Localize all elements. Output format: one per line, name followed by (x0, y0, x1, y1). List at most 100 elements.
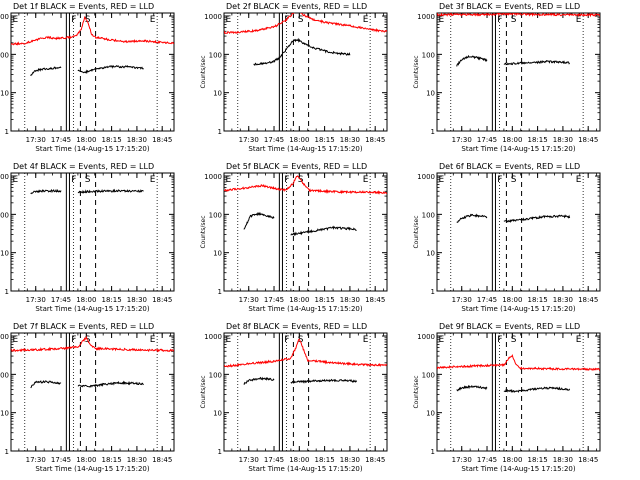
y-tick-label: 10 (426, 250, 435, 258)
y-axis-label: Counts/sec (413, 215, 420, 248)
lld-series-line (437, 13, 600, 18)
x-tick-label: 18:45 (152, 136, 172, 144)
y-tick-label: 10 (0, 90, 9, 98)
x-tick-label: 18:30 (127, 456, 147, 464)
x-tick-label: 18:45 (365, 296, 385, 304)
y-tick-label: 10 (213, 410, 222, 418)
x-tick-label: 17:45 (51, 456, 71, 464)
detector-panel: Det 5f BLACK = Events, RED = LLD 1 10 100 10… (200, 162, 388, 313)
y-tick-label: 1000 (417, 333, 435, 341)
events-series-line (30, 66, 62, 77)
x-tick-label: 18:15 (315, 456, 335, 464)
x-tick-label: 18:00 (289, 136, 309, 144)
x-tick-label: 18:00 (502, 136, 522, 144)
lld-series-line (437, 354, 600, 372)
region-label: E (363, 15, 369, 25)
region-label: S (85, 175, 91, 185)
detector-panel: Det 9f BLACK = Events, RED = LLD 1 10 100 10… (413, 322, 601, 473)
y-tick-label: 100 (209, 51, 222, 59)
x-tick-label: 17:30 (239, 136, 259, 144)
region-label: F (497, 15, 502, 25)
region-label: E (576, 335, 582, 345)
x-tick-label: 17:30 (26, 296, 46, 304)
x-tick-label: 18:45 (365, 136, 385, 144)
x-tick-label: 18:15 (102, 456, 122, 464)
detector-panel: Det 8f BLACK = Events, RED = LLD 1 10 100 10… (200, 322, 388, 473)
y-tick-label: 100 (0, 51, 9, 59)
y-axis-label: Counts/sec (413, 375, 420, 408)
panel-frame (223, 12, 388, 132)
x-tick-label: 18:15 (315, 136, 335, 144)
x-tick-label: 17:45 (264, 136, 284, 144)
panel-frame (223, 332, 388, 452)
time-markers (450, 173, 584, 291)
region-label: E (13, 15, 19, 25)
detector-panel: Det 2f BLACK = Events, RED = LLD 1 10 100 10… (200, 2, 388, 153)
x-tick-label: 17:30 (239, 456, 259, 464)
x-tick-label: 18:30 (553, 296, 573, 304)
region-label: E (13, 335, 19, 345)
y-tick-label: 1 (431, 448, 435, 456)
region-label: F (71, 15, 76, 25)
region-label: S (511, 175, 517, 185)
x-tick-label: 18:15 (315, 296, 335, 304)
region-label: S (511, 335, 517, 345)
region-label: F (497, 335, 502, 345)
y-axis-label: Counts/sec (200, 375, 207, 408)
events-series-line (30, 380, 62, 389)
lld-series-line (11, 15, 174, 46)
time-markers (24, 333, 158, 451)
region-label: E (13, 175, 19, 185)
detector-panel: Det 1f BLACK = Events, RED = LLD 1 10 100 10… (0, 2, 175, 153)
x-tick-label: 18:30 (127, 136, 147, 144)
events-series-line (503, 214, 571, 224)
region-label: F (497, 175, 502, 185)
detector-panel: Det 6f BLACK = Events, RED = LLD 1 10 100 10… (413, 162, 601, 313)
y-tick-label: 10 (426, 90, 435, 98)
x-axis-label: Start Time (14-Aug-15 17:15:20) (461, 305, 575, 313)
events-series-line (77, 64, 144, 75)
x-tick-label: 17:30 (452, 136, 472, 144)
x-tick-label: 18:30 (553, 136, 573, 144)
x-tick-label: 17:30 (239, 296, 259, 304)
panel-frame (10, 332, 175, 452)
events-series-line (243, 376, 275, 386)
y-tick-label: 100 (209, 371, 222, 379)
region-label: E (576, 175, 582, 185)
lld-series-line (224, 13, 387, 35)
region-label: E (150, 175, 156, 185)
events-series-line (456, 213, 488, 223)
x-tick-label: 18:15 (528, 296, 548, 304)
x-tick-label: 17:30 (452, 456, 472, 464)
x-tick-label: 17:45 (477, 456, 497, 464)
region-label: E (226, 175, 232, 185)
region-label: E (576, 15, 582, 25)
x-tick-label: 18:45 (578, 136, 598, 144)
y-tick-label: 1 (5, 288, 9, 296)
events-series-line (77, 380, 144, 388)
panel-title: Det 1f BLACK = Events, RED = LLD (13, 2, 154, 11)
panel-frame (436, 12, 601, 132)
x-axis-label: Start Time (14-Aug-15 17:15:20) (35, 465, 149, 473)
x-axis-label: Start Time (14-Aug-15 17:15:20) (35, 305, 149, 313)
y-axis-label: Counts/sec (200, 55, 207, 88)
y-tick-label: 10 (0, 250, 9, 258)
lld-series-line (224, 175, 387, 195)
x-tick-label: 18:30 (127, 296, 147, 304)
y-tick-label: 1 (218, 128, 222, 136)
x-tick-label: 18:15 (102, 136, 122, 144)
x-tick-label: 18:00 (76, 456, 96, 464)
panel-title: Det 4f BLACK = Events, RED = LLD (13, 162, 154, 171)
x-tick-label: 18:45 (578, 296, 598, 304)
panel-title: Det 5f BLACK = Events, RED = LLD (226, 162, 367, 171)
x-tick-label: 18:00 (289, 456, 309, 464)
events-series-line (253, 37, 351, 66)
y-tick-label: 1000 (204, 333, 222, 341)
detector-panel: Det 4f BLACK = Events, RED = LLD 1 10 100 10… (0, 162, 175, 313)
y-tick-label: 10 (213, 250, 222, 258)
x-axis-label: Start Time (14-Aug-15 17:15:20) (461, 465, 575, 473)
y-tick-label: 100 (0, 211, 9, 219)
x-axis-label: Start Time (14-Aug-15 17:15:20) (35, 145, 149, 153)
x-tick-label: 18:00 (502, 456, 522, 464)
region-label: S (298, 15, 304, 25)
